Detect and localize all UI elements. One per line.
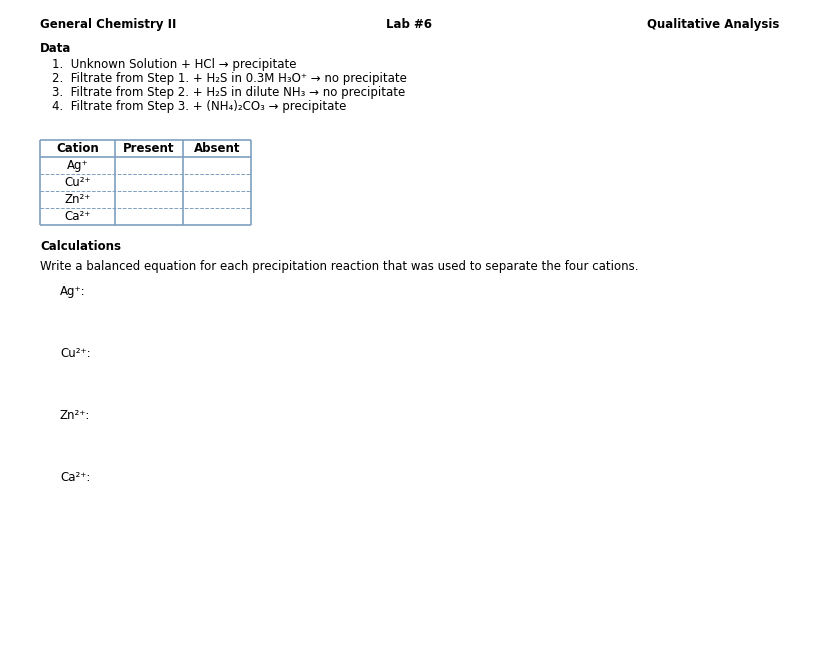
Text: Zn²⁺:: Zn²⁺:	[60, 409, 90, 422]
Text: Lab #6: Lab #6	[386, 18, 432, 31]
Text: 3.  Filtrate from Step 2. + H₂S in dilute NH₃ → no precipitate: 3. Filtrate from Step 2. + H₂S in dilute…	[52, 86, 405, 99]
Text: Write a balanced equation for each precipitation reaction that was used to separ: Write a balanced equation for each preci…	[40, 260, 639, 273]
Text: Present: Present	[123, 142, 174, 155]
Text: Cu²⁺:: Cu²⁺:	[60, 347, 91, 360]
Text: Zn²⁺: Zn²⁺	[65, 193, 91, 206]
Text: Ag⁺: Ag⁺	[66, 159, 88, 172]
Text: General Chemistry II: General Chemistry II	[40, 18, 176, 31]
Text: Cu²⁺: Cu²⁺	[64, 176, 91, 189]
Text: Absent: Absent	[194, 142, 240, 155]
Text: Qualitative Analysis: Qualitative Analysis	[647, 18, 779, 31]
Text: Calculations: Calculations	[40, 240, 121, 253]
Text: Ca²⁺:: Ca²⁺:	[60, 471, 90, 484]
Text: 4.  Filtrate from Step 3. + (NH₄)₂CO₃ → precipitate: 4. Filtrate from Step 3. + (NH₄)₂CO₃ → p…	[52, 100, 346, 113]
Text: 1.  Unknown Solution + HCl → precipitate: 1. Unknown Solution + HCl → precipitate	[52, 58, 296, 71]
Text: Cation: Cation	[57, 142, 99, 155]
Text: Ag⁺:: Ag⁺:	[60, 285, 86, 298]
Text: Ca²⁺: Ca²⁺	[65, 210, 91, 223]
Text: 2.  Filtrate from Step 1. + H₂S in 0.3M H₃O⁺ → no precipitate: 2. Filtrate from Step 1. + H₂S in 0.3M H…	[52, 72, 407, 85]
Text: Data: Data	[40, 42, 71, 55]
